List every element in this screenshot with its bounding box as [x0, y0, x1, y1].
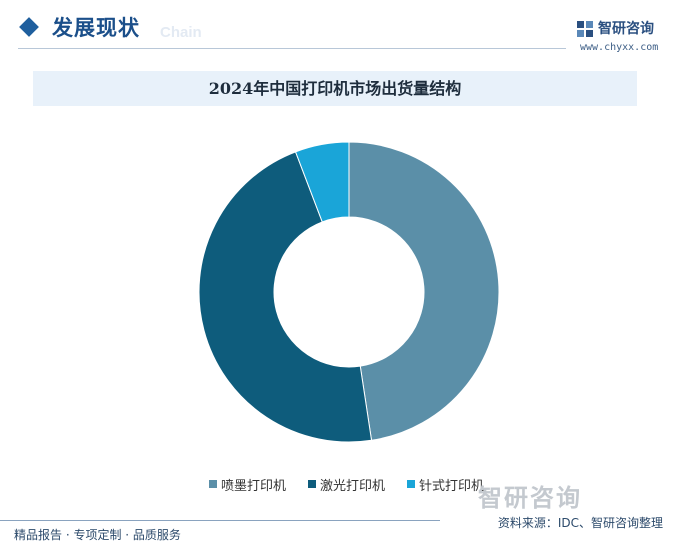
legend-swatch [307, 480, 316, 488]
donut-slice-2 [198, 151, 373, 443]
header: 发展现状 Chain 智研咨询 www.chyxx.com [0, 0, 693, 60]
legend-label: 喷墨打印机 [220, 478, 286, 494]
chart-legend: 喷墨打印机 激光打印机 针式打印机 [0, 474, 693, 494]
legend-swatch [208, 480, 217, 488]
section-ghost-text: Chain [160, 24, 202, 41]
chart-title: 2024年中国打印机市场出货量结构 [208, 79, 462, 98]
legend-item: 针式打印机 [407, 474, 484, 494]
brand-logo-icon [577, 21, 593, 37]
watermark-logo: 智研咨询 [478, 484, 582, 512]
footer-source: 资料来源：IDC、智研咨询整理 [497, 516, 663, 530]
legend-item: 喷墨打印机 [208, 474, 286, 494]
brand-name: 智研咨询 [598, 21, 654, 37]
footer-divider [0, 520, 440, 521]
brand-url: www.chyxx.com [580, 42, 659, 53]
legend-item: 激光打印机 [307, 474, 385, 494]
footer-tagline: 精品报告 · 专项定制 · 品质服务 [14, 528, 181, 542]
header-divider [18, 48, 566, 49]
chart-title-band: 2024年中国打印机市场出货量结构 [33, 71, 637, 106]
section-title: 发展现状 [52, 16, 140, 40]
donut-slice-3 [294, 141, 350, 223]
legend-label: 针式打印机 [419, 478, 485, 494]
legend-swatch [407, 480, 415, 488]
legend-label: 激光打印机 [319, 478, 385, 494]
donut-slice-1 [348, 141, 500, 441]
